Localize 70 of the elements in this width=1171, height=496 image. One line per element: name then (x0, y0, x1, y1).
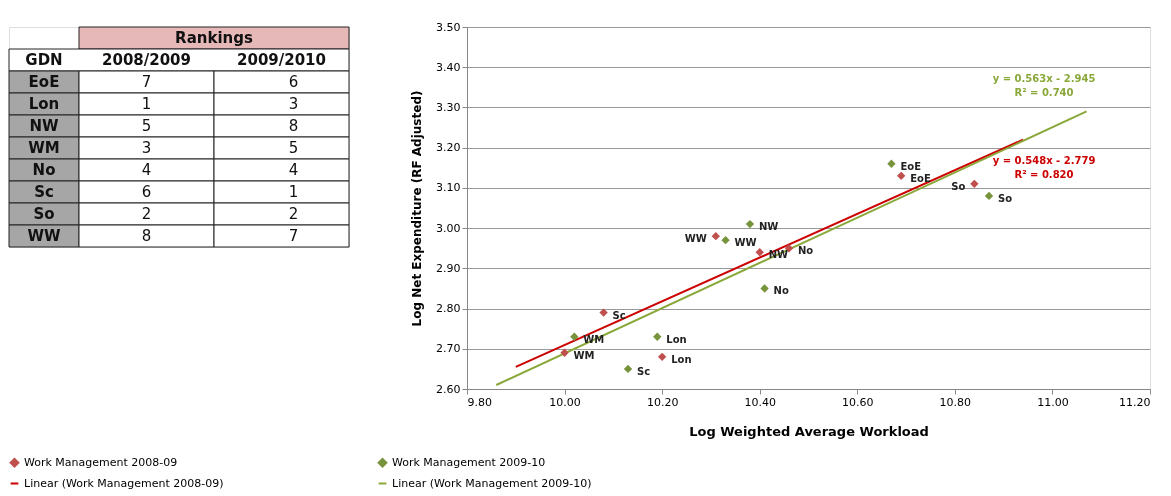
annotation: y = 0.548x - 2.779 (992, 155, 1096, 166)
data-label: 3 (141, 139, 152, 157)
y-tick-label: 2.60 (436, 382, 461, 396)
annotation: So (951, 180, 966, 192)
annotation: R² = 0.820 (1014, 169, 1074, 180)
annotation: NW (758, 221, 779, 233)
annotation: Lon (671, 353, 692, 365)
x-tick-label: 10.20 (646, 395, 679, 409)
annotation: EoE (900, 160, 922, 172)
annotation: y = 0.563x - 2.945 (992, 73, 1096, 84)
annotation: Sc (612, 309, 626, 321)
text: GDN (25, 51, 63, 69)
x-tick-label: 10.40 (744, 395, 776, 409)
y-tick-label: 3.40 (436, 60, 461, 74)
legend-label: Linear (Work Management 2008-09) (24, 476, 224, 490)
category-label: WM (28, 139, 60, 157)
series-label: 2008/2009 (102, 51, 191, 69)
x-tick-label: 9.80 (467, 395, 492, 409)
annotation: WM (573, 349, 595, 361)
data-label: 1 (288, 183, 299, 201)
data-label: 2 (288, 205, 299, 223)
y-tick-label: 2.70 (436, 342, 461, 356)
annotation: Sc (636, 365, 651, 377)
data-label: 3 (288, 95, 299, 113)
data-label: 6 (288, 73, 299, 91)
legend-label: Linear (Work Management 2009-10) (392, 476, 592, 490)
x-tick-label: 11.20 (1119, 395, 1151, 409)
y-tick-label: 3.20 (436, 141, 461, 155)
y-tick-label: 3.30 (436, 100, 461, 114)
data-label: 6 (141, 183, 152, 201)
category-label: WW (27, 227, 61, 245)
legend-label: Work Management 2008-09 (24, 455, 178, 469)
data-label: 4 (141, 161, 152, 179)
data-label: 5 (141, 117, 152, 135)
data-label: 8 (288, 117, 299, 135)
data-label: 5 (288, 139, 299, 157)
y-tick-label: 3.10 (436, 181, 461, 195)
x-axis-title: Log Weighted Average Workload (689, 423, 929, 439)
data-label: 2 (141, 205, 152, 223)
y-tick-label: 2.80 (436, 302, 461, 316)
x-tick-label: 10.60 (842, 395, 874, 409)
annotation: R² = 0.740 (1014, 87, 1074, 98)
category-label: So (33, 205, 55, 223)
category-label: Lon (28, 95, 60, 113)
data-label: 4 (288, 161, 299, 179)
legend-label: Work Management 2009-10 (392, 455, 546, 469)
y-tick-label: 2.90 (436, 261, 461, 275)
annotation: EoE (910, 172, 931, 184)
category-label: No (32, 161, 56, 179)
annotation: WW (684, 233, 707, 245)
category-label: EoE (28, 73, 60, 91)
data-label: 8 (141, 227, 152, 245)
x-tick-label: 10.00 (549, 395, 581, 409)
category-label: NW (29, 117, 59, 135)
annotation: No (773, 285, 789, 297)
x-tick-label: 10.80 (939, 395, 972, 409)
y-tick-label: 3.00 (436, 221, 461, 235)
text: Rankings (175, 29, 253, 47)
data-label: 7 (288, 227, 299, 245)
category-label: Sc (34, 183, 54, 201)
series-label: 2009/2010 (237, 51, 326, 69)
annotation: WW (734, 237, 757, 249)
annotation: So (998, 192, 1013, 204)
y-tick-label: 3.50 (436, 20, 461, 34)
x-tick-label: 11.00 (1037, 395, 1069, 409)
annotation: No (797, 245, 814, 257)
data-label: 7 (141, 73, 152, 91)
annotation: Lon (666, 333, 687, 345)
y-axis-title: Log Net Expenditure (RF Adjusted) (410, 90, 425, 327)
data-label: 1 (141, 95, 152, 113)
